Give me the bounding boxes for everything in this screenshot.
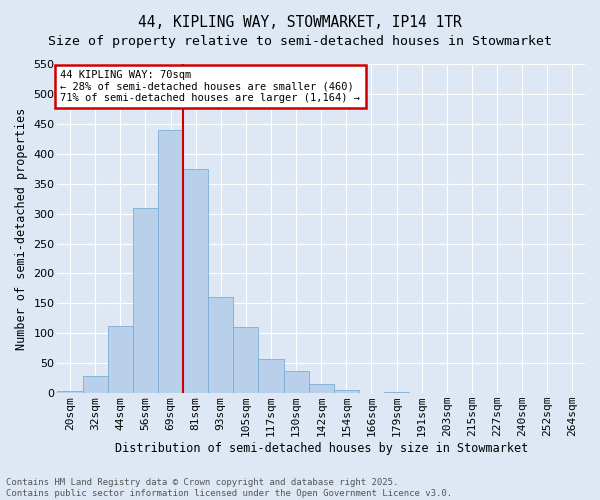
- Bar: [308, 384, 334, 393]
- Bar: [334, 390, 359, 393]
- Text: Size of property relative to semi-detached houses in Stowmarket: Size of property relative to semi-detach…: [48, 35, 552, 48]
- Bar: [259, 359, 284, 393]
- Bar: [233, 328, 259, 393]
- Bar: [83, 376, 108, 393]
- Bar: [208, 298, 233, 393]
- Bar: [133, 208, 158, 393]
- Bar: [58, 392, 83, 393]
- Text: 44, KIPLING WAY, STOWMARKET, IP14 1TR: 44, KIPLING WAY, STOWMARKET, IP14 1TR: [138, 15, 462, 30]
- Text: 44 KIPLING WAY: 70sqm
← 28% of semi-detached houses are smaller (460)
71% of sem: 44 KIPLING WAY: 70sqm ← 28% of semi-deta…: [61, 70, 361, 103]
- X-axis label: Distribution of semi-detached houses by size in Stowmarket: Distribution of semi-detached houses by …: [115, 442, 528, 455]
- Bar: [108, 326, 133, 393]
- Bar: [460, 392, 485, 393]
- Bar: [384, 392, 409, 393]
- Text: Contains HM Land Registry data © Crown copyright and database right 2025.
Contai: Contains HM Land Registry data © Crown c…: [6, 478, 452, 498]
- Bar: [158, 130, 183, 393]
- Y-axis label: Number of semi-detached properties: Number of semi-detached properties: [15, 108, 28, 350]
- Bar: [183, 168, 208, 393]
- Bar: [284, 371, 308, 393]
